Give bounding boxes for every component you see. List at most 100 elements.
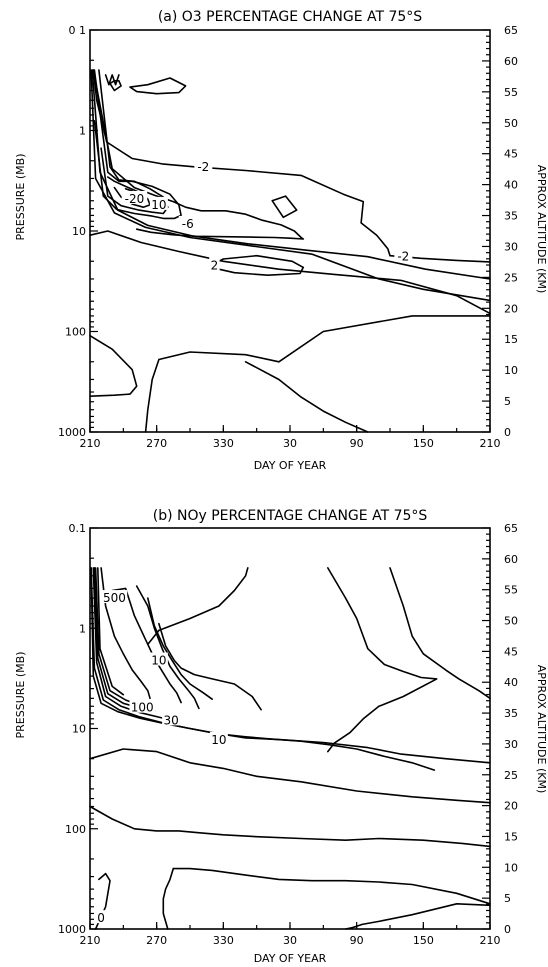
panel-b-contour-line [147,567,249,646]
panel-b-contour-label: 10 [211,733,226,747]
panel-b-y2-tick-label: 20 [504,800,518,813]
panel-a-contour-labels: -2 -20 10 -6 2 -2 [121,158,413,272]
panel-b-contours [89,567,491,930]
panel-a-x-tick-label: 210 [480,437,501,450]
panel-a-y-tick-label: 10 [72,225,86,238]
panel-a-contour-label-bg [121,190,148,204]
panel-a-y2-tick-label: 10 [504,364,518,377]
panel-a-contour-line [244,361,369,433]
panel-a-x-axis-label: DAY OF YEAR [254,459,327,472]
panel-a-x-tick-label: 30 [283,437,297,450]
panel-b-contour-label-bg [95,910,107,924]
panel-b-y2-tick-label: 15 [504,830,518,843]
panel-a-contour-line [93,69,182,220]
panel-b-frame [89,527,491,930]
panel-b-noy-chart: (b) NOy PERCENTAGE CHANGE AT 75°S DAY OF… [14,508,548,965]
panel-b-y2-tick-label: 65 [504,522,518,535]
panel-a-x-tick-label: 270 [146,437,167,450]
panel-a-y2-tick-label: 60 [504,55,518,68]
panel-b-y2-tick-label: 0 [504,923,511,936]
panel-a-x-tick-label: 210 [80,437,101,450]
panel-a-contour-label-bg [194,158,213,172]
panel-a-contour-line [89,334,138,397]
panel-a-y-tick-label: 1000 [58,426,86,439]
panel-b-x-axis-label: DAY OF YEAR [254,952,327,965]
panel-b-y2-tick-label: 50 [504,615,518,628]
panel-b-title: (b) NOy PERCENTAGE CHANGE AT 75°S [153,508,428,524]
panel-b-contour-label-bg [162,712,181,726]
panel-a-y2-tick-label: 35 [504,210,518,223]
panel-b-x-tick-label: 210 [480,934,501,947]
panel-a-contour-line [104,74,120,86]
panel-b-contour-label-bg [129,699,155,713]
panel-b-x-tick-label: 150 [413,934,434,947]
panel-a-contour-label: -20 [125,192,145,206]
panel-a-contour-label-bg [149,196,168,210]
panel-b-y2-tick-label: 30 [504,738,518,751]
panel-b-y-tick-label: 1 [79,622,86,635]
panel-b-contour-label: 100 [131,701,154,715]
panel-a-contour-label: 10 [151,198,166,212]
panel-b-contour-line [100,567,151,700]
panel-a-y2-tick-label: 55 [504,86,518,99]
panel-b-y2-axis-label: APPROX ALTITUDE (KM) [535,665,548,794]
panel-b-x-tick-label: 270 [146,934,167,947]
panel-b-y-tick-label: 0.1 [69,522,87,535]
panel-b-y-axis-label: PRESSURE (MB) [14,652,27,739]
panel-b-y-tick-label: 10 [72,723,86,736]
panel-b-contour-line [97,567,125,696]
panel-b-contour-line [94,567,136,705]
panel-b-y-tick-label: 1000 [58,923,86,936]
panel-b-contour-label-bg [149,652,168,666]
panel-b-contour-line [327,567,438,753]
panel-a-y2-tick-label: 30 [504,240,518,253]
panel-b-contour-line [90,567,436,771]
panel-a-contour-line [212,254,305,276]
panel-b-x-tick-label: 90 [350,934,364,947]
panel-b-y2-tick-label: 40 [504,676,518,689]
panel-a-title: (a) O3 PERCENTAGE CHANGE AT 75°S [158,9,422,25]
panel-a-contours [89,69,491,433]
panel-b-contour-line [158,622,262,711]
panel-a-contour-line [129,77,187,95]
panel-b-x-tick-label: 30 [283,934,297,947]
panel-b-contour-line [344,903,491,930]
panel-b-y-tick-label: 100 [65,823,86,836]
panel-a-y-axis-label: PRESSURE (MB) [14,154,27,241]
panel-a-y2-tick-label: 20 [504,302,518,315]
panel-a-contour-line [271,195,298,219]
panel-a-y-tick-label: 1 [79,125,86,138]
panel-b-contour-line [147,597,213,700]
panel-b-contour-label: 500 [103,591,126,605]
panel-b-y2-tick-label: 5 [504,892,511,905]
panel-a-x-tick-label: 330 [213,437,234,450]
panel-a-y2-tick-label: 65 [504,24,518,37]
panel-a-contour-line [91,69,491,280]
panel-a-y2-axis-label: APPROX ALTITUDE (KM) [535,165,548,294]
panel-b-contour-label-bg [101,590,128,604]
panel-b-contour-line [389,567,491,700]
panel-b-y2-tick-label: 55 [504,584,518,597]
panel-a-y2-tick-label: 5 [504,395,511,408]
panel-a-y2-tick-label: 0 [504,426,511,439]
panel-b-contour-label-bg [209,731,228,745]
panel-a-contour-label-bg [394,248,413,262]
panel-a-y2-tick-label: 40 [504,179,518,192]
panel-b-contour-label: 10 [151,654,166,668]
panel-b-x-tick-label: 210 [80,934,101,947]
panel-b-contour-line [92,567,171,721]
panel-a-o3-chart: (a) O3 PERCENTAGE CHANGE AT 75°S DAY OF … [14,9,548,472]
panel-a-contour-label-bg [209,257,220,271]
panel-a-contour-line [89,230,491,315]
panel-b-contour-line [89,805,491,848]
panel-a-frame [89,29,491,433]
panel-a-y2-tick-label: 50 [504,117,518,130]
panel-b-x-tick-label: 330 [213,934,234,947]
panel-a-contour-label: -2 [197,160,209,174]
panel-b-contour-line [89,748,491,804]
panel-a-x-tick-label: 90 [350,437,364,450]
panel-a-contour-label: 2 [211,258,219,272]
panel-a-contour-line [144,315,491,433]
panel-b-contour-label: 30 [163,713,178,727]
